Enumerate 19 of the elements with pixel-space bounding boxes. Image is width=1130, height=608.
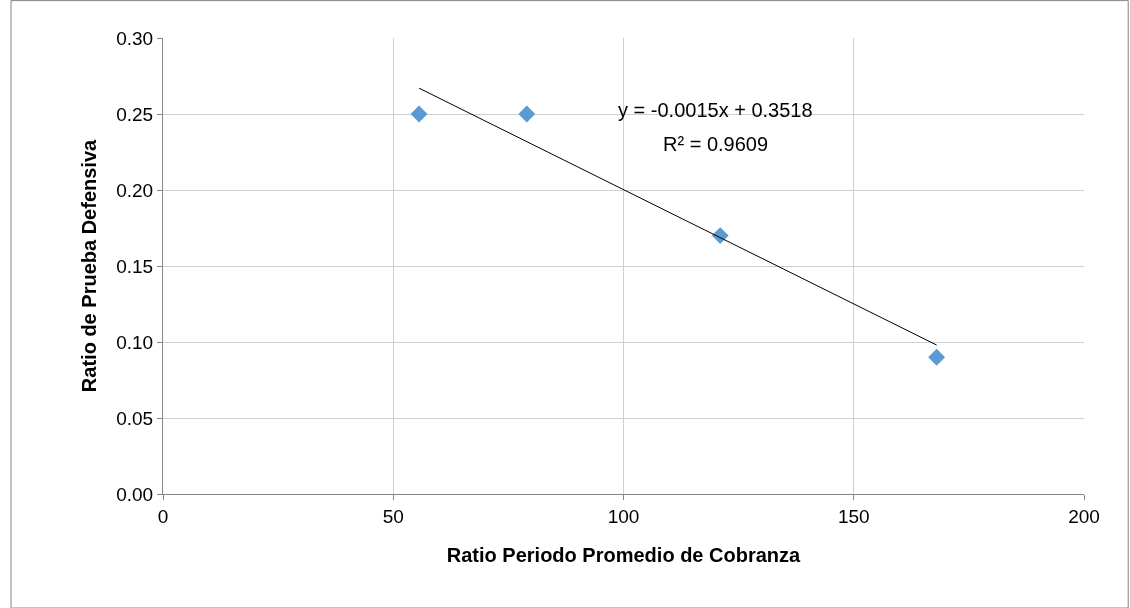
x-tick-label: 150 (837, 505, 870, 527)
y-tick-label: 0.25 (116, 103, 154, 125)
annotation: R² = 0.9609 (663, 133, 769, 155)
y-tick-label: 0.10 (116, 331, 154, 353)
y-tick-label: 0.05 (116, 407, 154, 429)
x-axis-title: Ratio Periodo Promedio de Cobranza (446, 544, 802, 567)
y-tick-label: 0.15 (116, 255, 154, 277)
point (410, 105, 428, 123)
point (928, 348, 946, 366)
x-tick-label: 200 (1068, 505, 1100, 527)
x-tick-label: 0 (157, 505, 169, 527)
y-tick-label: 0.00 (116, 483, 154, 505)
y-axis-title: Ratio de Prueba Defensiva (77, 138, 100, 393)
y-tick-label: 0.20 (116, 179, 154, 201)
y-tick-label: 0.30 (116, 27, 154, 49)
point (518, 105, 536, 123)
x-tick-label: 100 (607, 505, 640, 527)
x-tick-label: 50 (382, 505, 404, 527)
annotation: y = -0.0015x + 0.3518 (618, 99, 813, 121)
